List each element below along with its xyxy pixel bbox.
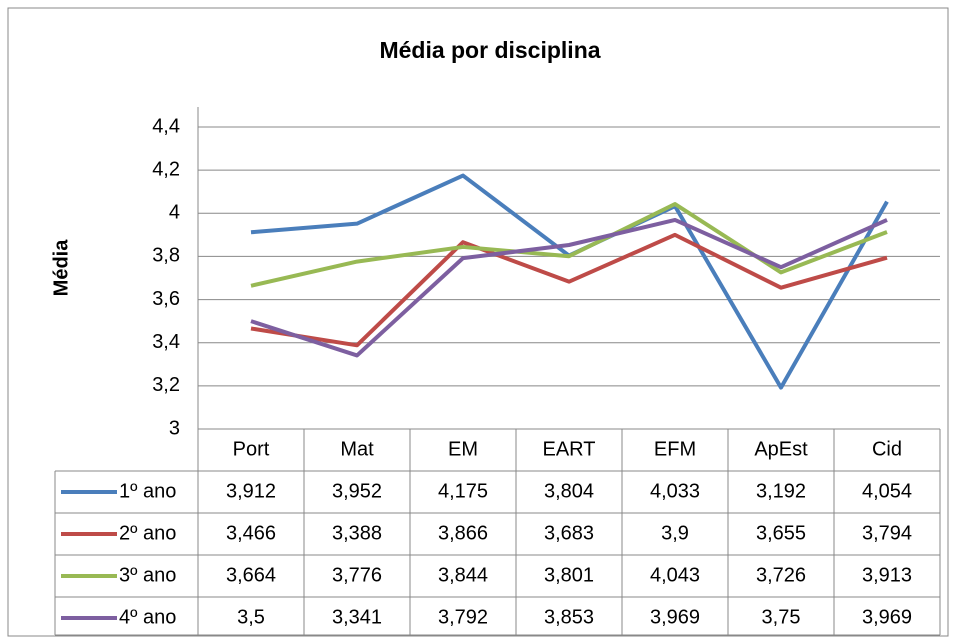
- table-value: 3,866: [438, 522, 488, 544]
- table-value: 3,466: [226, 522, 276, 544]
- legend-label: 2º ano: [119, 522, 176, 544]
- category-label: EFM: [654, 438, 696, 460]
- category-label: EM: [448, 438, 478, 460]
- y-tick-label: 3,6: [152, 288, 180, 310]
- category-label: Mat: [340, 438, 374, 460]
- y-tick-label: 3,4: [152, 331, 180, 353]
- legend-label: 3º ano: [119, 564, 176, 586]
- table-value: 3,341: [332, 606, 382, 628]
- table-value: 3,655: [756, 522, 806, 544]
- table-value: 3,913: [862, 564, 912, 586]
- table-value: 3,792: [438, 606, 488, 628]
- table-value: 4,054: [862, 480, 912, 502]
- table-value: 3,9: [661, 522, 689, 544]
- table-value: 3,801: [544, 564, 594, 586]
- table-value: 3,969: [862, 606, 912, 628]
- table-value: 3,844: [438, 564, 488, 586]
- table-value: 3,912: [226, 480, 276, 502]
- table-value: 3,776: [332, 564, 382, 586]
- y-tick-label: 4,4: [152, 115, 180, 137]
- table-value: 3,388: [332, 522, 382, 544]
- table-value: 3,952: [332, 480, 382, 502]
- table-value: 3,75: [762, 606, 801, 628]
- table-value: 3,664: [226, 564, 276, 586]
- y-tick-label: 4,2: [152, 158, 180, 180]
- series-line: [250, 202, 888, 288]
- legend-label: 4º ano: [119, 606, 176, 628]
- chart-frame: [7, 7, 949, 637]
- table-value: 3,726: [756, 564, 806, 586]
- legend-label: 1º ano: [119, 480, 176, 502]
- table-value: 4,175: [438, 480, 488, 502]
- y-axis-label: Média: [50, 239, 72, 297]
- category-label: Cid: [872, 438, 902, 460]
- series-line: [250, 217, 888, 358]
- table-value: 3,794: [862, 522, 912, 544]
- y-tick-label: 3: [169, 417, 180, 439]
- table-value: 3,853: [544, 606, 594, 628]
- y-tick-label: 3,8: [152, 245, 180, 267]
- category-label: ApEst: [754, 438, 808, 460]
- table-value: 3,969: [650, 606, 700, 628]
- table-value: 4,033: [650, 480, 700, 502]
- category-label: EART: [543, 438, 596, 460]
- table-value: 4,043: [650, 564, 700, 586]
- table-value: 3,192: [756, 480, 806, 502]
- series-line: [250, 232, 888, 348]
- table-value: 3,683: [544, 522, 594, 544]
- table-value: 3,804: [544, 480, 594, 502]
- table-value: 3,5: [237, 606, 265, 628]
- category-label: Port: [233, 438, 270, 460]
- y-tick-label: 4: [169, 202, 180, 224]
- y-tick-label: 3,2: [152, 374, 180, 396]
- chart-title: Média por disciplina: [379, 37, 600, 63]
